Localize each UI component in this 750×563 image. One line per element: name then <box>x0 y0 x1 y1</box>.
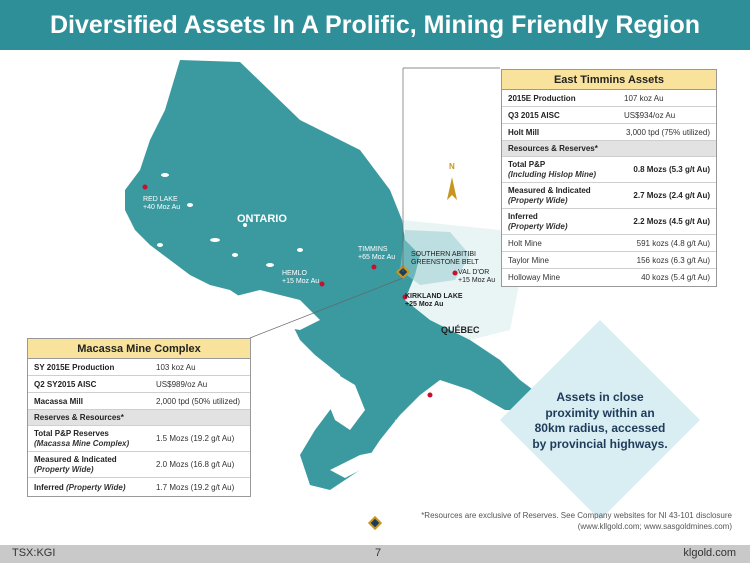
table-row: Measured & Indicated (Property Wide) 2.0… <box>28 452 250 478</box>
table-row: Measured & Indicated (Property Wide) 2.7… <box>502 183 716 209</box>
east-timmins-title: East Timmins Assets <box>502 70 716 90</box>
connector-west <box>249 277 404 339</box>
footer-bar: TSX:KGI 7 klgold.com <box>0 545 750 563</box>
kirkland-lake-label: KIRKLAND LAKE +25 Moz Au <box>405 293 463 308</box>
small-lakes <box>157 173 303 267</box>
ontario-landmass <box>125 60 540 490</box>
abitibi-region <box>400 230 470 285</box>
ontario-label: ONTARIO <box>237 213 287 225</box>
val-dor-label: VAL D'OR +15 Moz Au <box>458 269 496 284</box>
table-row: Total P&P (Including Hislop Mine) 0.8 Mo… <box>502 157 716 183</box>
table-row: Inferred (Property Wide) 2.2 Mozs (4.5 g… <box>502 209 716 235</box>
section-header: Resources & Reserves* <box>502 141 716 157</box>
north-arrow-icon <box>447 177 457 200</box>
footer-logo-icon <box>367 515 383 531</box>
quebec-region <box>402 220 520 340</box>
table-row: Q2 SY2015 AISC US$989/oz Au <box>28 376 250 393</box>
table-row: Taylor Mine 156 kozs (6.3 g/t Au) <box>502 252 716 269</box>
table-row: Holt Mine 591 kozs (4.8 g/t Au) <box>502 235 716 252</box>
hemlo-label: HEMLO +15 Moz Au <box>282 270 320 285</box>
lake-huron <box>325 370 365 430</box>
southern-abitibi-label: SOUTHERN ABITIBI GREENSTONE BELT <box>411 251 479 266</box>
page-title: Diversified Assets In A Prolific, Mining… <box>49 11 701 39</box>
callout-diamond <box>500 320 700 520</box>
website-label: klgold.com <box>683 547 736 559</box>
macassa-title: Macassa Mine Complex <box>28 339 250 359</box>
mine-dots <box>142 184 458 398</box>
table-row: Inferred (Property Wide) 1.7 Mozs (19.2 … <box>34 482 235 492</box>
table-row: SY 2015E Production 103 koz Au <box>28 359 250 376</box>
table-row: Holt Mill 3,000 tpd (75% utilized) <box>502 124 716 141</box>
quebec-label: QUÉBEC <box>441 325 480 335</box>
table-row: Total P&P Reserves (Macassa Mine Complex… <box>28 426 250 452</box>
table-row: Macassa Mill 2,000 tpd (50% utilized) <box>28 393 250 410</box>
ticker-label: TSX:KGI <box>12 547 56 559</box>
title-bar <box>0 0 750 50</box>
lake-ontario <box>395 412 450 430</box>
toronto-label: TORONTO <box>435 391 470 398</box>
red-lake-label: RED LAKE +40 Moz Au <box>143 196 181 211</box>
north-label: N <box>449 162 455 171</box>
table-row: Holloway Mine 40 kozs (5.4 g/t Au) <box>508 273 710 282</box>
lake-erie <box>330 450 385 478</box>
macassa-table: Macassa Mine Complex SY 2015E Production… <box>27 338 251 497</box>
section-header: Reserves & Resources* <box>28 410 250 426</box>
footnote: *Resources are exclusive of Reserves. Se… <box>421 511 732 532</box>
page-number: 7 <box>375 547 382 559</box>
timmins-label: TIMMINS +65 Moz Au <box>358 246 396 261</box>
east-timmins-table: East Timmins Assets 2015E Production 107… <box>501 69 717 287</box>
table-row: Q3 2015 AISC US$934/oz Au <box>502 107 716 124</box>
proximity-callout: Assets in close proximity within an 80km… <box>532 390 668 451</box>
table-row: 2015E Production 107 koz Au <box>502 90 716 107</box>
